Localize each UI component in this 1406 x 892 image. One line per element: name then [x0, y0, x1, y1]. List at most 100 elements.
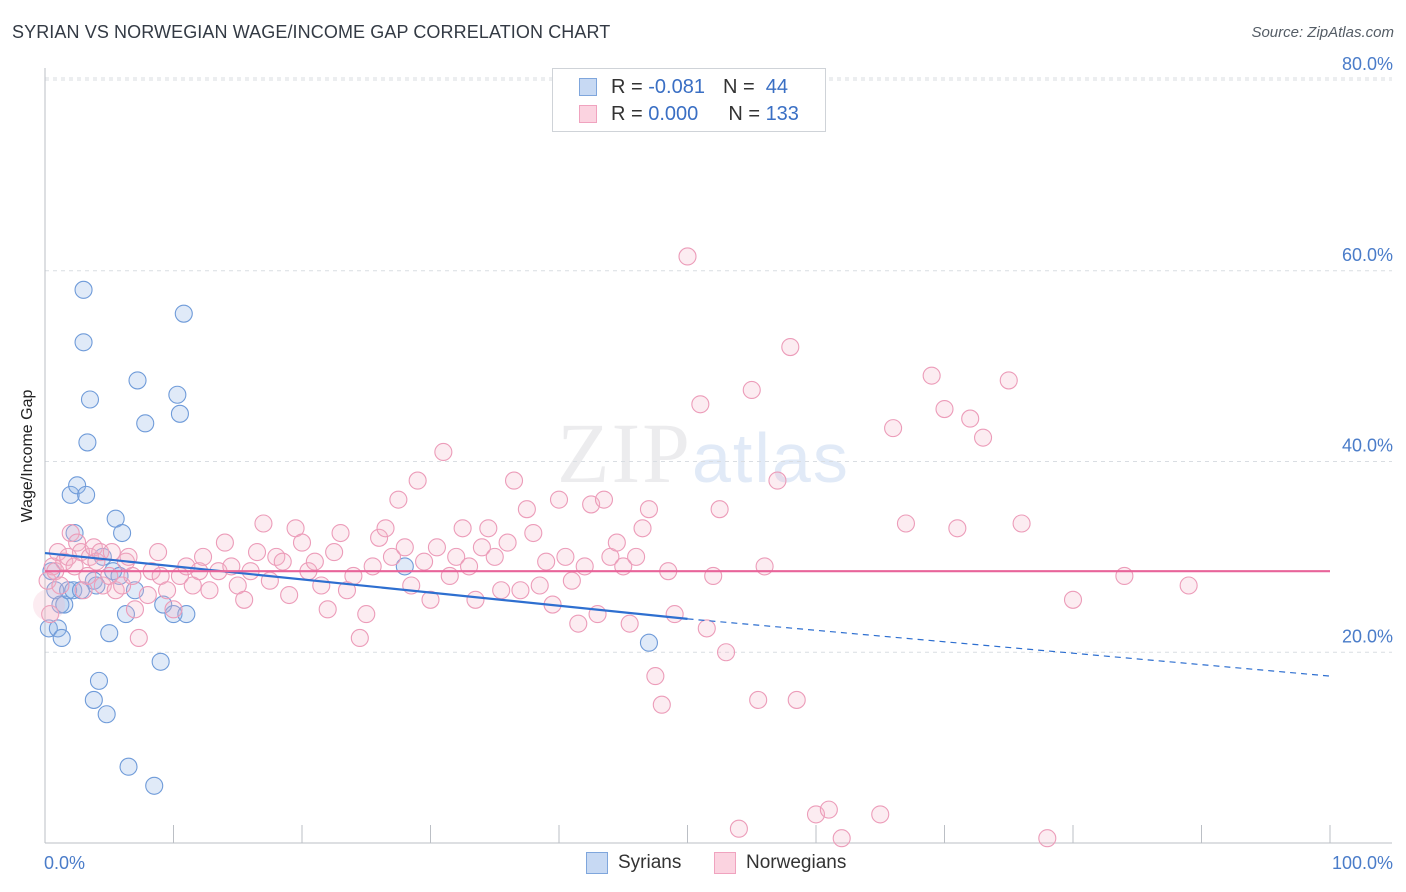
- legend-swatch-syrians: [579, 78, 597, 96]
- source-label: Source: ZipAtlas.com: [1251, 24, 1394, 41]
- syrian-data-point: [61, 485, 80, 504]
- label-layer: 20.0% 40.0% 60.0% 80.0% 0.0% 100.0%: [44, 54, 1393, 873]
- norwegian-data-point: [627, 547, 646, 566]
- syrian-trend-line: [44, 551, 688, 620]
- norwegian-data-point: [556, 547, 575, 566]
- norwegian-data-point: [472, 538, 491, 557]
- syrian-data-point: [55, 595, 74, 614]
- legend-row-syrians: R = -0.081 N = 44: [579, 75, 788, 99]
- norwegian-data-point: [665, 605, 684, 624]
- norwegian-data-point: [819, 800, 838, 819]
- syrian-data-point: [84, 690, 103, 709]
- norwegian-data-point: [48, 543, 67, 562]
- norwegian-data-point: [716, 643, 736, 662]
- legend-n-label: N =: [728, 102, 760, 125]
- norwegian-data-point: [123, 566, 142, 586]
- bottom-legend-label-norwegians: Norwegians: [746, 852, 847, 873]
- norwegian-data-point: [51, 576, 70, 595]
- norwegian-data-point: [691, 395, 710, 414]
- syrian-data-point: [136, 414, 155, 433]
- norwegian-data-point: [871, 805, 890, 824]
- norwegian-data-point: [948, 519, 967, 538]
- norwegian-data-point: [517, 500, 536, 519]
- norwegian-data-point: [194, 547, 213, 566]
- norwegian-data-point: [273, 552, 292, 571]
- y-tick-label: 80.0%: [1342, 54, 1393, 74]
- norwegian-data-point: [318, 600, 337, 619]
- norwegian-data-point: [704, 566, 723, 586]
- norwegian-data-point: [453, 519, 472, 538]
- norwegian-data-point: [742, 380, 761, 400]
- norwegian-data-point: [620, 614, 639, 633]
- norwegian-data-point: [254, 514, 273, 533]
- norwegian-data-point: [292, 533, 312, 552]
- legend-n-value-syrians: 44: [765, 75, 789, 98]
- syrian-data-point: [151, 652, 170, 671]
- norwegian-data-point: [755, 557, 774, 576]
- norwegian-data-point: [427, 538, 446, 557]
- norwegian-data-point: [305, 552, 324, 571]
- syrian-data-point: [116, 605, 136, 624]
- norwegian-data-point: [395, 538, 414, 557]
- syrian-trend-extension: [687, 618, 1331, 677]
- legend-r-value-syrians: -0.081: [648, 75, 705, 98]
- syrian-data-point: [639, 633, 659, 652]
- norwegian-data-point: [710, 500, 729, 519]
- norwegian-data-point: [447, 547, 466, 566]
- norwegian-data-point: [235, 590, 254, 609]
- norwegian-data-point: [973, 428, 993, 447]
- y-tick-label: 60.0%: [1342, 245, 1393, 265]
- norwegian-data-point: [200, 581, 219, 600]
- norwegian-data-point: [164, 600, 183, 619]
- norwegian-data-point: [1012, 514, 1031, 533]
- chart-title: SYRIAN VS NORWEGIAN WAGE/INCOME GAP CORR…: [12, 22, 611, 42]
- syrian-data-point: [46, 581, 65, 600]
- syrian-data-point: [97, 705, 116, 724]
- norwegian-data-point: [440, 566, 459, 586]
- norwegian-data-point: [479, 519, 498, 538]
- norwegian-data-point: [492, 581, 511, 600]
- norwegian-data-point: [415, 552, 434, 571]
- norwegian-data-point: [524, 523, 543, 543]
- norwegian-data-point: [370, 528, 389, 547]
- syrian-data-point: [113, 523, 132, 543]
- norwegian-data-point: [922, 366, 941, 385]
- norwegian-data-point: [569, 614, 588, 633]
- norwegian-data-point: [376, 519, 395, 538]
- legend-r-label: R =: [611, 75, 643, 98]
- norwegian-data-point: [357, 605, 376, 624]
- norwegian-data-point: [562, 571, 581, 590]
- bottom-legend-swatch-syrians: [586, 852, 608, 874]
- norwegian-data-point: [1179, 576, 1198, 595]
- norwegian-data-point: [389, 490, 408, 509]
- syrian-data-point: [128, 371, 147, 390]
- norwegian-data-point: [896, 514, 916, 533]
- norwegian-data-point: [61, 523, 80, 543]
- legend-r-value-norwegians: 0.000: [648, 102, 699, 125]
- norwegian-data-point: [129, 628, 148, 647]
- legend-r-label: R =: [611, 102, 643, 125]
- syrian-data-point: [77, 485, 96, 504]
- syrian-data-point: [100, 624, 119, 643]
- norwegian-data-point: [652, 695, 671, 714]
- syrian-data-point: [52, 628, 71, 647]
- norwegian-data-point: [639, 500, 659, 519]
- axis-layer: [44, 68, 1392, 844]
- syrian-data-point: [48, 619, 67, 638]
- bottom-legend-syrians: Syrians: [586, 852, 681, 874]
- norwegian-data-point: [935, 399, 954, 419]
- norwegian-data-point: [549, 490, 569, 509]
- norwegian-data-point: [729, 819, 748, 838]
- bottom-legend-norwegians: Norwegians: [714, 852, 846, 874]
- norwegian-data-point: [74, 581, 93, 600]
- watermark-zip: ZIP: [557, 405, 692, 501]
- norwegian-data-point: [498, 533, 517, 552]
- legend-n-value-norwegians: 133: [765, 102, 799, 125]
- norwegian-data-point: [1115, 566, 1134, 586]
- norwegian-data-point: [350, 628, 369, 647]
- norwegian-data-point: [434, 442, 453, 462]
- norwegian-cluster-point: [33, 589, 65, 621]
- syrian-data-point: [78, 433, 97, 452]
- legend-swatch-norwegians: [579, 105, 597, 123]
